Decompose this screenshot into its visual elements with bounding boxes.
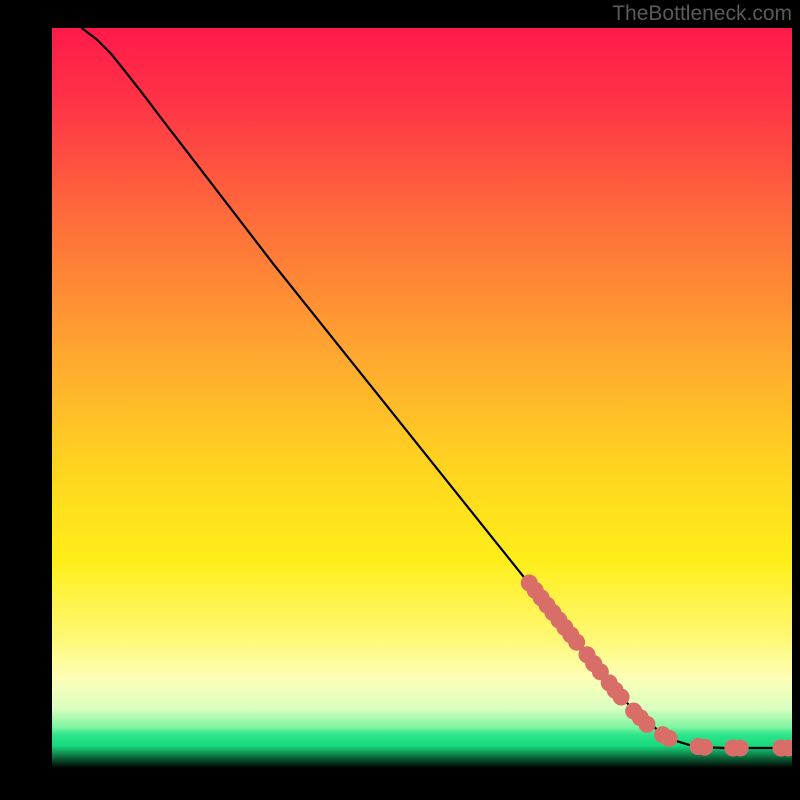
chart-plot — [52, 28, 792, 768]
scatter-point — [613, 688, 630, 705]
chart-frame: TheBottleneck.com — [0, 0, 800, 800]
scatter-point — [696, 739, 713, 756]
scatter-point — [661, 730, 678, 747]
watermark-text: TheBottleneck.com — [612, 2, 792, 26]
scatter-point — [732, 740, 749, 757]
gradient-background — [52, 28, 792, 768]
scatter-point — [638, 716, 655, 733]
